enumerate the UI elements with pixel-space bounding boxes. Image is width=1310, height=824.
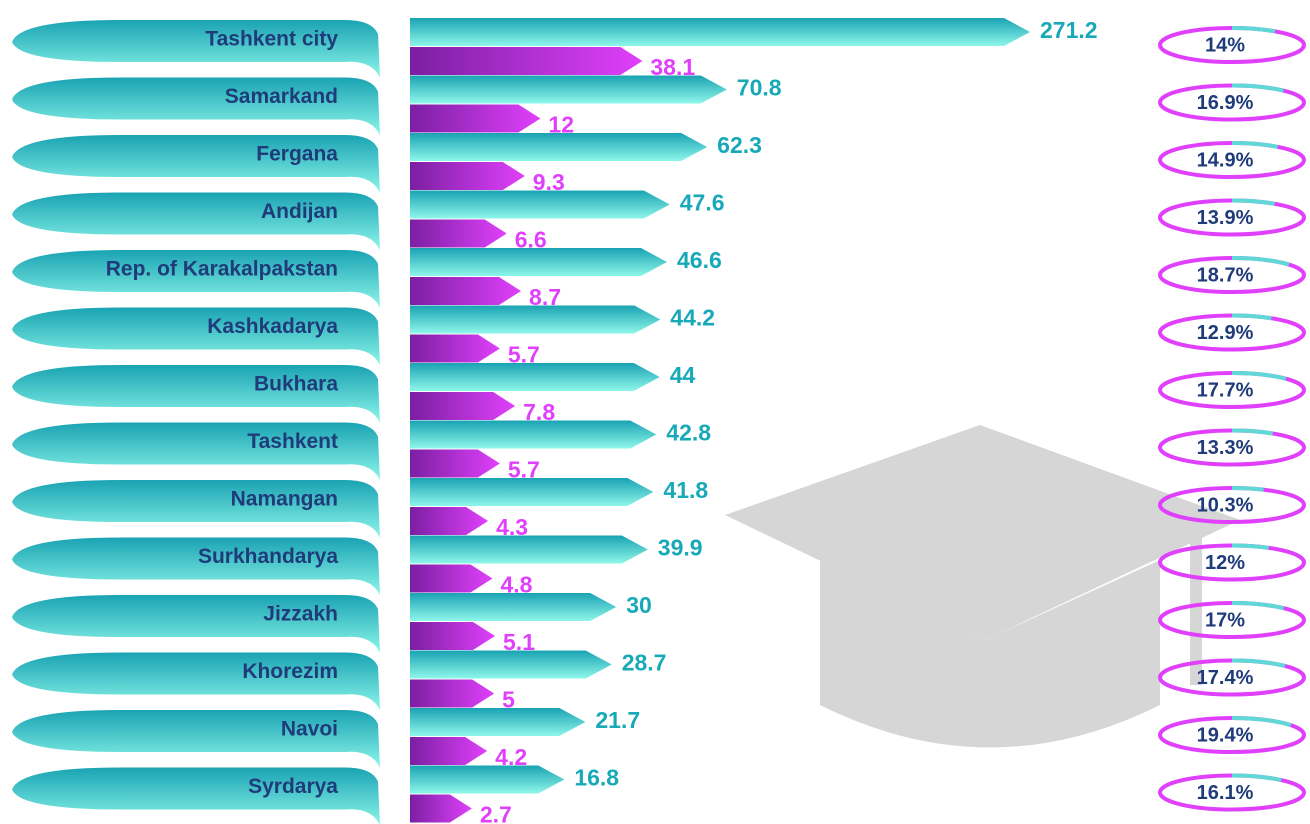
bar — [410, 794, 472, 823]
value-label: 46.6 — [677, 247, 722, 273]
percent-label: 17.4% — [1197, 667, 1254, 689]
category-label: Navoi — [281, 718, 338, 741]
bar — [410, 420, 657, 449]
bar — [410, 47, 643, 75]
label-pill — [12, 192, 380, 251]
category-label: Namangan — [231, 488, 338, 511]
bar — [410, 535, 648, 564]
value-label: 44.2 — [670, 305, 715, 331]
category-label: Rep. of Karakalpakstan — [106, 258, 338, 281]
value-label: 44 — [670, 362, 696, 388]
bar — [410, 18, 1030, 46]
bar — [410, 334, 500, 363]
bar — [410, 679, 495, 708]
value-label: 42.8 — [666, 420, 711, 446]
label-pill — [12, 307, 380, 366]
bar — [410, 190, 670, 219]
label-pill — [12, 767, 380, 824]
bar — [410, 593, 617, 621]
percent-label: 18.7% — [1197, 264, 1254, 286]
label-pill — [12, 595, 380, 653]
bar — [410, 133, 708, 161]
label-pill — [12, 537, 380, 596]
percent-label: 14.9% — [1197, 149, 1254, 171]
percent-label: 19.4% — [1197, 724, 1254, 746]
value-label: 62.3 — [717, 132, 762, 158]
category-label: Khorezim — [242, 660, 338, 683]
value-label: 21.7 — [595, 707, 640, 733]
bar — [410, 650, 612, 679]
label-pill — [12, 710, 380, 768]
cap-decoration — [725, 425, 1240, 748]
bar — [410, 507, 489, 535]
category-label: Syrdarya — [248, 775, 338, 798]
category-label: Tashkent city — [205, 28, 338, 51]
percent-label: 13.3% — [1197, 437, 1254, 459]
value-label: 28.7 — [622, 650, 667, 676]
category-label: Kashkadarya — [207, 315, 338, 338]
bar — [410, 248, 668, 276]
value-label: 41.8 — [663, 477, 708, 503]
percent-label: 10.3% — [1197, 494, 1254, 516]
value-label: 2.7 — [480, 802, 512, 824]
percent-label: 16.1% — [1197, 782, 1254, 804]
bar — [410, 363, 660, 391]
category-label: Andijan — [261, 200, 338, 223]
label-pill — [12, 422, 380, 481]
value-label: 47.6 — [680, 190, 725, 216]
percent-label: 17.7% — [1197, 379, 1254, 401]
bar — [410, 277, 522, 305]
label-pill — [12, 135, 380, 193]
bar — [410, 75, 727, 104]
label-pill — [12, 480, 380, 538]
rows: Tashkent city 271.238.114%Samarkand 70.812… — [12, 17, 1306, 824]
percent-label: 16.9% — [1197, 92, 1254, 114]
bar — [410, 564, 493, 593]
label-pill — [12, 20, 380, 78]
percent-label: 17% — [1205, 609, 1245, 631]
bar — [410, 622, 496, 650]
percent-label: 14% — [1205, 34, 1245, 56]
category-label: Surkhandarya — [198, 545, 338, 568]
percent-label: 12% — [1205, 552, 1245, 574]
value-label: 5 — [502, 687, 515, 713]
percent-label: 12.9% — [1197, 322, 1254, 344]
label-pill — [12, 250, 380, 308]
bar — [410, 392, 516, 420]
value-label: 70.8 — [737, 75, 782, 101]
value-label: 30 — [626, 592, 652, 618]
bar — [410, 219, 507, 248]
category-label: Bukhara — [254, 373, 338, 396]
value-label: 16.8 — [574, 765, 619, 791]
category-label: Jizzakh — [263, 603, 338, 626]
percent-label: 13.9% — [1197, 207, 1254, 229]
value-label: 39.9 — [658, 535, 703, 561]
category-label: Samarkand — [225, 85, 338, 108]
label-pill — [12, 365, 380, 423]
bar — [410, 162, 525, 190]
value-label: 271.2 — [1040, 17, 1098, 43]
bar — [410, 305, 661, 334]
bar — [410, 449, 500, 478]
bar — [410, 478, 654, 506]
bar — [410, 104, 541, 133]
category-label: Fergana — [256, 143, 338, 166]
label-pill — [12, 77, 380, 136]
bar — [410, 737, 488, 765]
bar — [410, 708, 586, 736]
label-pill — [12, 652, 380, 711]
category-label: Tashkent — [247, 430, 338, 453]
bar — [410, 765, 565, 794]
